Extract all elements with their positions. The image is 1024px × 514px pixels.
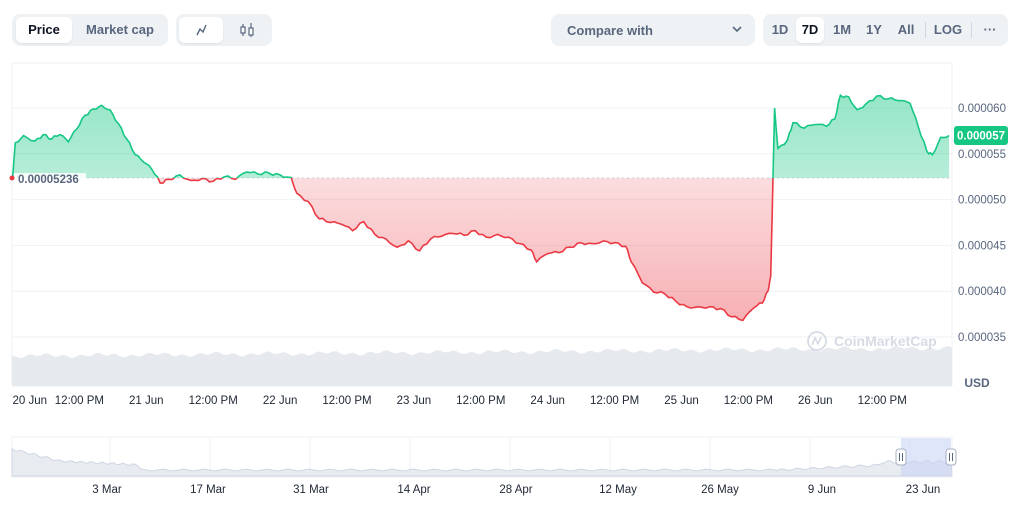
navigator-selection[interactable] (901, 438, 951, 476)
volume-bars (12, 345, 952, 386)
compare-with-dropdown[interactable]: Compare with (551, 14, 755, 46)
area-above-baseline (12, 95, 950, 178)
navigator-tick-label: 28 Apr (499, 484, 532, 496)
x-tick-label: 24 Jun (530, 395, 565, 407)
navigator-tick-label: 12 May (599, 484, 637, 496)
log-scale-button[interactable]: LOG (933, 22, 963, 37)
market-cap-tab[interactable]: Market cap (86, 22, 154, 37)
navigator-tick-label: 3 Mar (92, 484, 122, 496)
range-7d-button[interactable]: 7D (796, 17, 824, 43)
x-tick-label: 12:00 PM (858, 395, 907, 407)
range-1m-button[interactable]: 1M (832, 22, 852, 37)
toolbar-divider (925, 22, 926, 38)
line-chart-button[interactable] (179, 17, 223, 43)
x-tick-label: 12:00 PM (55, 395, 104, 407)
currency-label: USD (964, 376, 990, 390)
range-1y-button[interactable]: 1Y (866, 22, 882, 37)
navigator-right-handle[interactable] (945, 448, 957, 466)
toolbar-divider (971, 22, 972, 38)
baseline-label-bg (14, 173, 86, 187)
baseline-marker (9, 175, 15, 181)
x-tick-label: 25 Jun (664, 395, 699, 407)
y-tick-label: 0.000055 (958, 149, 1006, 161)
y-tick-label: 0.000035 (958, 332, 1006, 344)
candlestick-button[interactable] (225, 17, 269, 43)
navigator-axis: 3 Mar 17 Mar 31 Mar 14 Apr 28 Apr 12 May 26 Ma… (92, 484, 940, 496)
more-options-button[interactable]: ··· (983, 22, 997, 37)
coinmarketcap-logo-icon (807, 331, 827, 351)
x-tick-label: 26 Jun (798, 395, 833, 407)
y-tick-label: 0.000060 (958, 103, 1006, 115)
y-tick-label: 0.000045 (958, 240, 1006, 252)
price-line-up (12, 93, 950, 178)
navigator-tick-label: 31 Mar (293, 484, 329, 496)
x-tick-label: 20 Jun (13, 395, 48, 407)
watermark-text: CoinMarketCap (834, 333, 937, 349)
navigator-left-handle[interactable] (895, 448, 907, 466)
time-range-toggle: 1D 7D 1M 1Y All LOG ··· (763, 14, 1008, 46)
x-tick-label: 12:00 PM (189, 395, 238, 407)
chevron-down-icon (732, 26, 742, 33)
candlestick-icon (240, 23, 254, 37)
x-tick-label: 22 Jun (263, 395, 298, 407)
navigator-tick-label: 17 Mar (190, 484, 226, 496)
chart-type-toggle: Price Market cap (12, 14, 168, 46)
x-tick-label: 23 Jun (397, 395, 432, 407)
x-tick-label: 12:00 PM (590, 395, 639, 407)
range-all-button[interactable]: All (897, 22, 915, 37)
navigator-tick-label: 9 Jun (808, 484, 836, 496)
navigator-area (11, 447, 953, 477)
navigator-tick-label: 26 May (701, 484, 739, 496)
navigator-tick-label: 23 Jun (906, 484, 941, 496)
current-price-tag (954, 125, 1008, 145)
baseline-label: 0.00005236 (18, 174, 79, 186)
range-1d-button[interactable]: 1D (771, 22, 789, 37)
current-price-label: 0.000057 (957, 130, 1005, 142)
chart-view-toggle (176, 14, 272, 46)
coinmarketcap-logo-mark (811, 336, 822, 346)
x-tick-label: 12:00 PM (724, 395, 773, 407)
price-tab[interactable]: Price (16, 17, 72, 43)
coinmarketcap-watermark: CoinMarketCap (807, 331, 937, 351)
y-axis: 0.000060 0.000055 0.000050 0.000045 0.000040… (958, 103, 1006, 344)
compare-with-label: Compare with (567, 23, 653, 38)
y-tick-label: 0.000050 (958, 195, 1006, 207)
price-line-down (157, 177, 774, 322)
x-axis: 20 Jun 12:00 PM 21 Jun 12:00 PM 22 Jun 12:00 … (13, 395, 907, 407)
area-below-baseline (12, 177, 950, 321)
x-tick-label: 12:00 PM (456, 395, 505, 407)
line-chart-icon (196, 24, 207, 36)
x-tick-label: 12:00 PM (322, 395, 371, 407)
navigator-tick-label: 14 Apr (397, 484, 430, 496)
y-tick-label: 0.000040 (958, 286, 1006, 298)
x-tick-label: 21 Jun (129, 395, 164, 407)
